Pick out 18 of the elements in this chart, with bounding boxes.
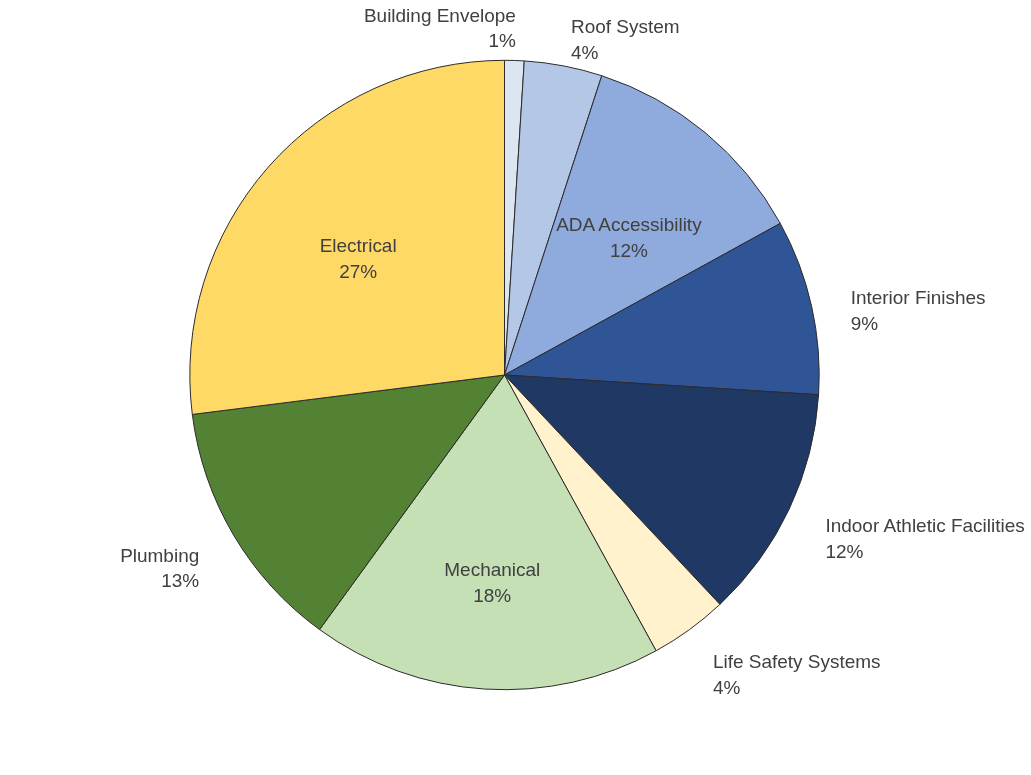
data-label: 27% xyxy=(339,260,378,282)
slice-label: Electrical xyxy=(319,234,397,256)
slice-label: Indoor Athletic Facilities xyxy=(825,515,1025,536)
data-label: 9% xyxy=(850,312,879,334)
data-label: 13% xyxy=(161,570,200,592)
data-label: 4% xyxy=(570,41,599,63)
data-label: 12% xyxy=(825,540,864,562)
data-label: 12% xyxy=(609,239,648,261)
slice-label: Building Envelope xyxy=(363,4,516,26)
slice-label: Roof System xyxy=(570,15,680,37)
data-label: 18% xyxy=(473,584,512,606)
data-label: 4% xyxy=(712,676,741,698)
slice-label: ADA Accessibility xyxy=(556,213,703,235)
slice-label: Mechanical xyxy=(444,558,541,580)
slice-label: Interior Finishes xyxy=(850,286,986,308)
slice-label: Plumbing xyxy=(120,544,200,566)
data-label: 1% xyxy=(488,30,516,52)
slice-label: Life Safety Systems xyxy=(712,650,881,672)
